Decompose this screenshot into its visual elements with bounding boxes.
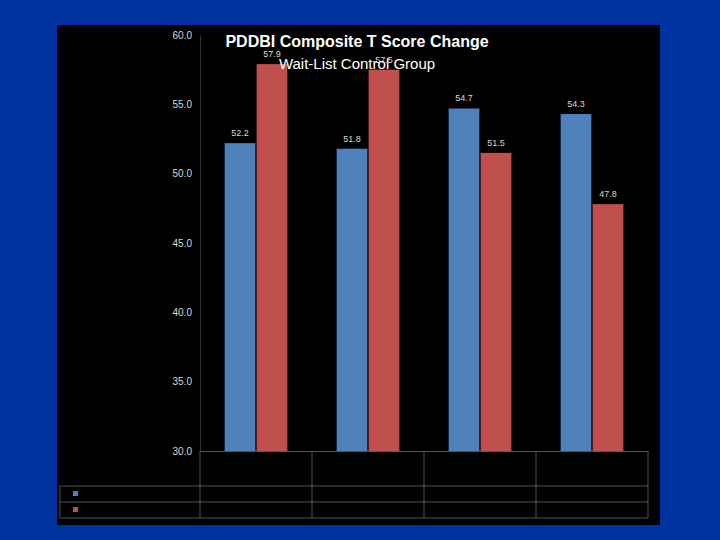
data-label: 52.2 [231, 128, 249, 138]
y-tick-label: 40.0 [173, 307, 193, 318]
y-tick: 55.0 [173, 99, 200, 110]
legend-key [73, 491, 78, 496]
y-tick: 35.0 [173, 376, 200, 387]
bar [337, 149, 368, 451]
bars [225, 64, 624, 451]
table-line [536, 451, 537, 518]
y-tick-label: 35.0 [173, 376, 193, 387]
bar [449, 108, 480, 451]
data-label: 54.3 [567, 99, 585, 109]
bar [593, 204, 624, 451]
y-tick-label: 50.0 [173, 168, 193, 179]
bar [561, 114, 592, 451]
y-tick-label: 45.0 [173, 238, 193, 249]
data-label: 51.5 [487, 138, 505, 148]
table-line [60, 486, 61, 518]
data-labels: 52.251.854.754.357.957.551.547.8 [231, 49, 617, 199]
y-tick: 30.0 [173, 446, 200, 457]
data-label: 47.8 [599, 189, 617, 199]
data-label: 51.8 [343, 134, 361, 144]
data-label: 54.7 [455, 93, 473, 103]
y-tick-label: 30.0 [173, 446, 193, 457]
bar [481, 153, 512, 451]
table-line [60, 502, 648, 503]
table-line [312, 451, 313, 518]
table-line [60, 518, 648, 519]
bar [225, 143, 256, 451]
y-axis: 30.0 35.0 40.0 45.0 50.0 55.0 60.0 [173, 30, 201, 457]
bar [257, 64, 288, 451]
y-tick-label: 60.0 [173, 30, 193, 41]
table-line [200, 451, 201, 518]
y-tick-label: 55.0 [173, 99, 193, 110]
data-table [60, 451, 648, 518]
y-axis-line [200, 36, 201, 452]
table-line [648, 451, 649, 518]
subtitle: Wait-List Control Group [279, 55, 435, 72]
background [0, 0, 720, 540]
table-line [424, 451, 425, 518]
y-tick: 60.0 [173, 30, 200, 41]
title: PDDBI Composite T Score Change [225, 33, 488, 50]
panel [57, 25, 660, 525]
chart: 30.0 35.0 40.0 45.0 50.0 55.0 60.0 52.2 51.8 54.7… [0, 0, 720, 540]
table-line [60, 486, 648, 487]
bar [369, 70, 400, 451]
y-tick: 45.0 [173, 238, 200, 249]
y-tick: 50.0 [173, 168, 200, 179]
y-tick: 40.0 [173, 307, 200, 318]
legend-key [73, 507, 78, 512]
